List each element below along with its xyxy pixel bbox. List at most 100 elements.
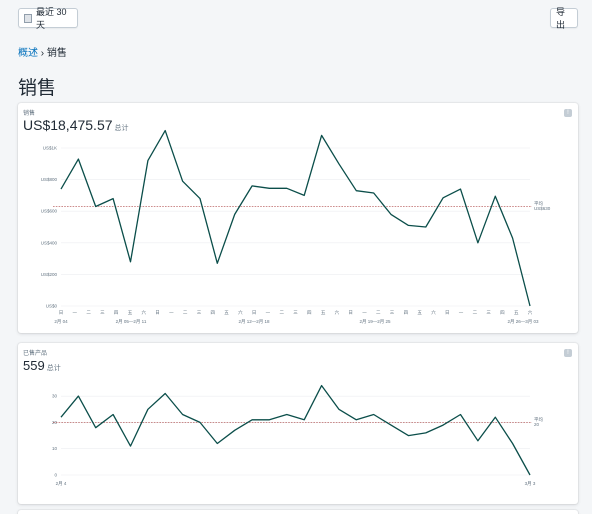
data-point [477,242,479,244]
x-weekday-label: 二 [86,310,91,315]
x-weekday-label: 四 [307,310,312,315]
next-card [18,510,578,514]
data-point [442,197,444,199]
data-point [390,213,392,215]
x-weekday-label: 日 [59,310,64,316]
sales-chart: US$0 US$200 US$400 US$600 US$800 US$1K 平均US$63… [41,129,551,325]
data-point [60,416,62,418]
y-tick-label: US$600 [41,209,58,214]
data-point [181,180,183,182]
date-range-label: 最近 30 天 [36,7,67,30]
data-point [511,237,513,239]
x-weekday-label: 四 [210,310,215,315]
sales-total-value: US$18,475.57 [23,117,113,133]
series-line [60,129,531,307]
x-weekday-label: 一 [362,310,367,315]
data-point [216,442,218,444]
x-weekday-label: 五 [224,310,229,315]
data-point [372,413,374,415]
data-point [425,432,427,434]
x-weekday-label: 四 [114,310,119,315]
y-tick-label: US$400 [41,240,58,245]
data-point [147,159,149,161]
data-point [181,413,183,415]
data-point [251,185,253,187]
data-point [251,419,253,421]
data-point [494,416,496,418]
x-weekday-label: 三 [486,310,491,315]
data-point [320,134,322,136]
data-point [95,205,97,207]
x-weekday-label: 六 [238,309,243,316]
data-point [147,408,149,410]
x-range-label: 2月 04 [54,319,68,325]
series-line [60,384,531,476]
data-point [164,129,166,131]
data-point [459,188,461,190]
data-point [129,261,131,263]
y-tick-label: US$800 [41,177,58,182]
y-tick-label: 10 [52,446,58,451]
x-weekday-label: 一 [459,310,464,315]
data-point [425,226,427,228]
x-weekday-label: 四 [500,310,505,315]
data-point [199,421,201,423]
products-total-value: 559 [23,358,45,373]
x-weekday-label: 五 [514,310,519,315]
x-range-label: 2月 12—2月 18 [238,319,270,325]
x-weekday-label: 日 [252,310,257,316]
x-weekday-label: 一 [266,310,271,315]
x-range-label: 2月 4 [56,481,67,487]
y-tick-label: US$200 [41,272,58,277]
data-point [303,194,305,196]
data-point [60,188,62,190]
products-card-label: 已售产品 [23,351,48,357]
x-weekday-label: 一 [73,310,78,315]
average-label: 平均 [534,200,543,207]
x-weekday-label: 日 [155,310,160,316]
x-range-label: 2月 19—2月 25 [359,319,391,325]
breadcrumb-overview-link[interactable]: 概述 [18,48,38,59]
y-tick-label: US$0 [46,304,58,309]
data-point [77,395,79,397]
sales-card: 销售 US$18,475.57 总计 ! US$0 US$200 US$400 US$6… [18,103,578,333]
data-point [390,424,392,426]
x-weekday-label: 五 [417,310,422,315]
x-weekday-label: 三 [293,310,298,315]
data-point [407,224,409,226]
average-value: US$630 [534,206,551,211]
products-total: 559 总计 [23,358,61,373]
sales-total: US$18,475.57 总计 [23,117,129,133]
info-icon[interactable]: ! [564,109,572,117]
x-weekday-label: 六 [431,309,436,316]
data-point [355,419,357,421]
breadcrumb-separator: › [38,48,47,59]
data-point [286,187,288,189]
info-icon[interactable]: ! [564,349,572,357]
products-total-suffix: 总计 [46,365,61,372]
x-range-label: 2月 05—2月 11 [116,319,147,325]
y-tick-label: 0 [54,473,57,478]
data-point [77,158,79,160]
products-card: 已售产品 559 总计 ! 0 10 20 30 平均 20 2月 4 3月 3 [18,343,578,504]
data-point [199,197,201,199]
x-weekday-label: 五 [128,310,133,315]
data-point [511,442,513,444]
data-point [372,192,374,194]
x-weekday-label: 二 [279,310,284,315]
x-weekday-label: 六 [142,309,147,316]
x-weekday-label: 四 [404,310,409,315]
x-weekday-label: 二 [473,310,478,315]
x-weekday-label: 一 [169,310,174,315]
breadcrumb-current: 销售 [46,48,67,59]
data-point [407,434,409,436]
date-range-button[interactable]: 最近 30 天 [18,7,78,30]
y-tick-label: US$1K [43,146,57,151]
sales-card-label: 销售 [23,111,36,117]
data-point [529,305,531,307]
export-button[interactable]: 导出 [550,7,578,30]
x-weekday-label: 二 [376,310,381,315]
page-title: 销售 [18,78,57,99]
data-point [320,384,322,386]
